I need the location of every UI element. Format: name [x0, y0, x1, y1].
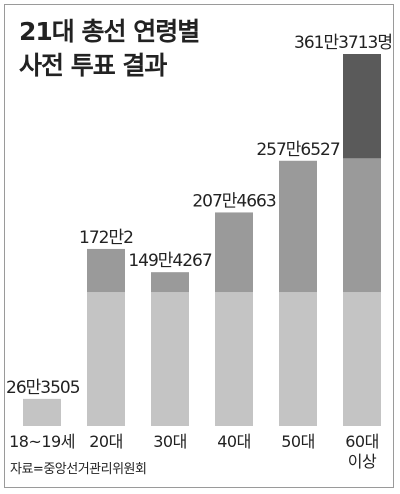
bar-2-segment-2 — [87, 248, 125, 293]
value-label-3: 149만4267 — [128, 251, 212, 271]
bar-3-segment-2 — [151, 272, 189, 293]
bar-6-segment-1 — [343, 292, 381, 426]
value-label-4: 207만4663 — [192, 191, 276, 211]
bar-6-segment-2 — [343, 158, 381, 293]
bar-4-segment-1 — [215, 292, 253, 426]
chart-title-line-2: 사전 투표 결과 — [19, 51, 167, 80]
category-label-2: 20대 — [89, 432, 123, 451]
chart-title-line-1: 21대 총선 연령별 — [19, 17, 200, 46]
category-label-6-line-1: 60대 — [345, 432, 379, 451]
value-label-2: 172만2 — [79, 228, 133, 248]
source-note: 자료=중앙선거관리위원회 — [10, 462, 147, 477]
bar-5-segment-1 — [279, 292, 317, 426]
value-label-6: 361만3713명 — [294, 33, 392, 53]
bar-1-segment-1 — [23, 398, 61, 426]
bar-4-segment-2 — [215, 212, 253, 293]
chart-title: 21대 총선 연령별 사전 투표 결과 — [19, 15, 200, 83]
chart-frame: 21대 총선 연령별 사전 투표 결과 — [4, 4, 394, 488]
category-label-6-line-2: 이상 — [348, 452, 377, 471]
category-label-1: 18~19세 — [9, 432, 75, 451]
value-label-1: 26만3505 — [6, 378, 80, 398]
value-label-5: 257만6527 — [256, 140, 340, 160]
bar-2-segment-1 — [87, 292, 125, 426]
bar-6-segment-3 — [343, 54, 381, 159]
bar-5-segment-2 — [279, 160, 317, 293]
category-label-5: 50대 — [281, 432, 315, 451]
category-label-3: 30대 — [153, 432, 187, 451]
bar-3-segment-1 — [151, 292, 189, 426]
category-label-4: 40대 — [217, 432, 251, 451]
